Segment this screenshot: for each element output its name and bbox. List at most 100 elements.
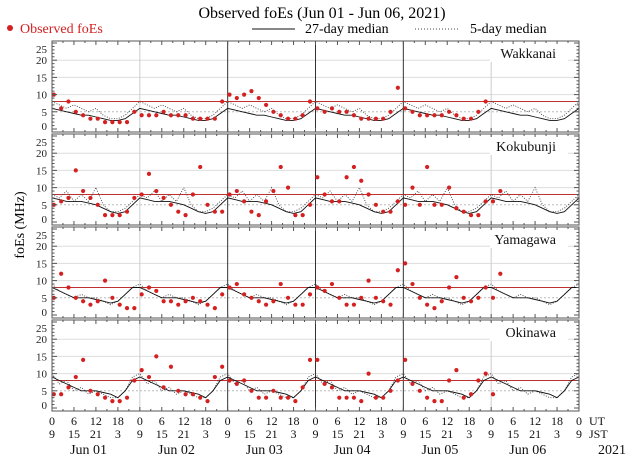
observed-point xyxy=(263,199,269,204)
observed-point xyxy=(381,116,386,121)
observed-point xyxy=(242,199,247,204)
x-tick-label-jst: 15 xyxy=(244,427,256,441)
y-tick-label: 25 xyxy=(36,323,48,335)
observed-point xyxy=(73,168,78,173)
x-tick-label-jst: 15 xyxy=(419,427,431,441)
observed-point xyxy=(285,295,291,300)
observed-point xyxy=(124,120,130,125)
observed-point xyxy=(132,306,137,311)
observed-point xyxy=(373,116,378,121)
observed-point xyxy=(154,113,159,118)
observed-point xyxy=(446,185,452,190)
observed-point xyxy=(351,164,357,170)
jst-label: JST xyxy=(589,427,608,441)
observed-point xyxy=(337,109,342,114)
observed-point xyxy=(176,113,181,118)
observed-point xyxy=(205,399,210,404)
x-tick-label-ut: 12 xyxy=(529,414,541,428)
x-tick-label-ut: 6 xyxy=(71,414,77,428)
observed-point xyxy=(381,209,386,214)
observed-point xyxy=(263,395,269,400)
legend: Observed foEs 27-day median 5-day median xyxy=(7,22,547,37)
observed-point xyxy=(139,192,144,197)
observed-point xyxy=(395,378,400,383)
observed-point xyxy=(278,113,283,118)
observed-point xyxy=(315,357,320,362)
observed-point xyxy=(351,395,357,400)
observed-point xyxy=(468,299,474,304)
y-axis-label: foEs (MHz) xyxy=(13,191,28,259)
observed-point xyxy=(322,192,327,197)
observed-point xyxy=(198,299,203,304)
observed-point xyxy=(88,388,93,393)
observed-point xyxy=(212,209,217,214)
y-tick-label: 10 xyxy=(36,183,48,195)
station-label-bg xyxy=(490,44,568,62)
observed-point xyxy=(132,109,137,114)
observed-point xyxy=(220,209,225,214)
observed-point xyxy=(198,116,203,121)
observed-point xyxy=(285,395,291,400)
observed-point xyxy=(344,109,349,114)
observed-point xyxy=(242,292,247,297)
observed-point xyxy=(417,113,422,118)
observed-point xyxy=(102,278,108,283)
observed-point xyxy=(176,302,181,307)
x-tick-label-jst: 9 xyxy=(488,427,494,441)
observed-point xyxy=(417,295,422,300)
y-tick-label: 25 xyxy=(36,137,48,149)
observed-point xyxy=(476,213,481,218)
observed-point xyxy=(154,188,159,194)
observed-point xyxy=(117,399,122,404)
observed-point xyxy=(271,388,276,393)
observed-point xyxy=(205,202,210,207)
median-5day-line xyxy=(51,100,580,120)
observed-point xyxy=(359,399,364,404)
observed-point xyxy=(425,113,430,118)
median-27day-line xyxy=(51,197,580,214)
observed-point xyxy=(446,109,452,114)
observed-point xyxy=(263,102,269,108)
observed-point xyxy=(154,288,159,294)
observed-point xyxy=(139,113,144,118)
y-tick-label: 20 xyxy=(36,148,48,160)
day-label: Jun 04 xyxy=(334,443,371,457)
y-tick-label: 0 xyxy=(42,307,48,319)
x-tick-label-jst: 21 xyxy=(90,427,102,441)
observed-point xyxy=(337,295,342,300)
observed-point xyxy=(454,113,459,118)
observed-point xyxy=(102,213,108,218)
y-tick-label: 25 xyxy=(36,230,48,242)
observed-point xyxy=(59,392,64,397)
legend-5day-label: 5-day median xyxy=(470,22,547,37)
observed-point xyxy=(81,299,86,304)
observed-point xyxy=(212,116,217,121)
observed-point xyxy=(117,120,122,125)
observed-point xyxy=(439,202,444,207)
observed-point xyxy=(366,371,371,376)
legend-observed-label: Observed foEs xyxy=(20,22,103,37)
observed-point xyxy=(322,288,327,294)
observed-point xyxy=(461,209,466,214)
y-tick-label: 15 xyxy=(36,258,48,270)
observed-point xyxy=(359,295,364,300)
x-tick-label-ut: 0 xyxy=(488,414,494,428)
x-tick-label-ut: 18 xyxy=(288,414,300,428)
observed-point xyxy=(425,164,430,170)
observed-point xyxy=(183,113,188,118)
observed-point xyxy=(146,171,152,176)
observed-point xyxy=(212,374,217,380)
observed-point xyxy=(242,92,247,97)
observed-point xyxy=(220,364,225,369)
observed-point xyxy=(190,192,195,197)
x-tick-label-jst: 9 xyxy=(137,427,143,441)
observed-point xyxy=(161,299,166,304)
observed-point xyxy=(483,285,488,290)
observed-point xyxy=(439,299,444,304)
observed-point xyxy=(59,106,64,111)
observed-point xyxy=(359,178,364,183)
observed-point xyxy=(168,299,174,304)
observed-point xyxy=(425,395,430,400)
x-tick-label-ut: 6 xyxy=(510,414,516,428)
